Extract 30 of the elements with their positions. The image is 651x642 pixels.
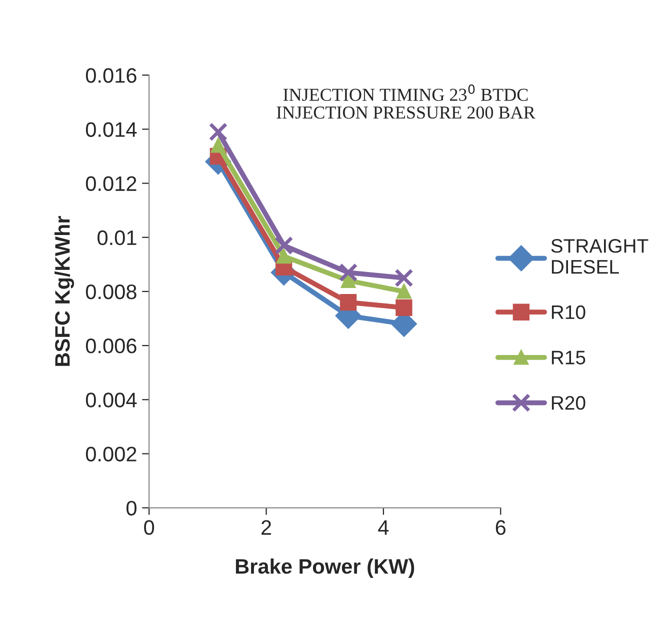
y-tick-label: 0.004 [86,392,137,408]
legend-label: R10 [552,305,586,320]
y-tick-label: 0.008 [86,284,136,300]
y-tick-label: 0.012 [86,176,136,192]
x-axis-title: Brake Power (KW) [236,558,414,578]
point [210,138,226,153]
legend-label: R20 [552,396,586,410]
x-tick-label: 4 [378,520,389,535]
y-tick-label: 0.014 [86,122,137,137]
y-tick-label: 0.006 [86,338,136,354]
point [338,263,358,282]
text: INJECTION TIMING 23$^{0}$ BTDC INJECTION PRESSURE 200 BAR [276,84,536,119]
point [394,268,414,288]
x-tick-label: 2 [262,520,272,535]
y-tick-label: 0.016 [86,68,136,83]
y-axis-title: BSFC Kg/KWhr [54,216,74,366]
y-tick-label: 0.002 [86,446,136,462]
point [208,122,228,142]
point [396,299,412,316]
legend-label: STRAIGHT DIESEL [551,239,648,274]
point [276,249,292,264]
point [340,294,357,311]
y-tick-label: 0.01 [98,230,136,246]
point [274,236,294,255]
point [340,273,356,288]
point [396,284,412,299]
x-tick-label: 0 [144,520,154,535]
x-tick-label: 6 [496,520,506,535]
y-tick-label: 0 [126,500,136,516]
legend-label: R15 [552,350,586,364]
